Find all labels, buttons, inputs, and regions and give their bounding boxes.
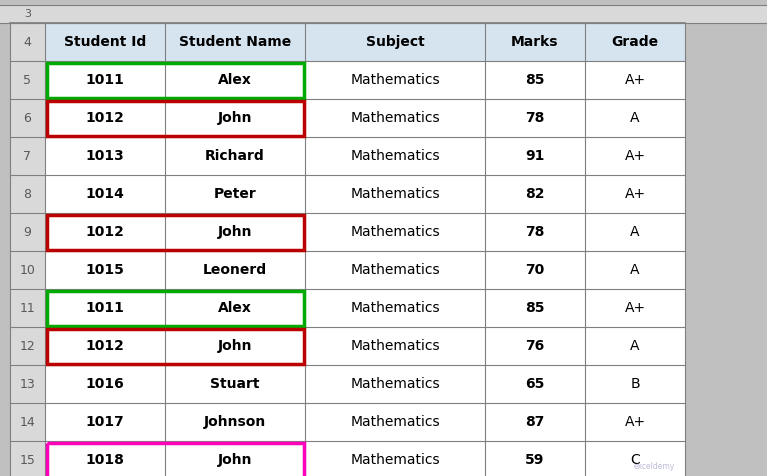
Text: Marks: Marks	[512, 35, 558, 49]
Text: 82: 82	[525, 187, 545, 201]
Text: A: A	[630, 263, 640, 277]
Text: 13: 13	[20, 377, 35, 390]
Text: 78: 78	[525, 111, 545, 125]
Text: 8: 8	[24, 188, 31, 200]
Text: 4: 4	[24, 36, 31, 49]
Text: 9: 9	[24, 226, 31, 238]
Text: 65: 65	[525, 377, 545, 391]
Text: Mathematics: Mathematics	[351, 187, 439, 201]
Text: A: A	[630, 339, 640, 353]
Text: 1013: 1013	[86, 149, 124, 163]
Text: Grade: Grade	[611, 35, 659, 49]
Text: Stuart: Stuart	[210, 377, 260, 391]
Bar	[45, 61, 685, 476]
Text: John: John	[218, 339, 252, 353]
Text: 7: 7	[24, 149, 31, 162]
Text: John: John	[218, 453, 252, 467]
Text: Mathematics: Mathematics	[351, 301, 439, 315]
Text: 1012: 1012	[86, 225, 124, 239]
Text: 14: 14	[20, 416, 35, 428]
Text: A: A	[630, 225, 640, 239]
Bar	[47, 62, 304, 98]
Text: Subject: Subject	[366, 35, 424, 49]
Text: Alex: Alex	[218, 301, 252, 315]
Text: Mathematics: Mathematics	[351, 149, 439, 163]
Text: A+: A+	[624, 73, 646, 87]
Text: 91: 91	[525, 149, 545, 163]
Bar	[47, 328, 304, 364]
Text: B: B	[630, 377, 640, 391]
Bar	[10, 23, 45, 476]
Text: 5: 5	[24, 73, 31, 87]
Text: John: John	[218, 225, 252, 239]
Text: 3: 3	[24, 9, 31, 19]
Bar	[45, 23, 685, 61]
Bar	[47, 215, 304, 249]
Text: Student Id: Student Id	[64, 35, 146, 49]
Text: Alex: Alex	[218, 73, 252, 87]
Text: 76: 76	[525, 339, 545, 353]
Text: exceldemy: exceldemy	[634, 462, 675, 471]
Text: 1016: 1016	[86, 377, 124, 391]
Text: A+: A+	[624, 187, 646, 201]
Text: 1017: 1017	[86, 415, 124, 429]
Bar	[47, 443, 304, 476]
Text: Mathematics: Mathematics	[351, 73, 439, 87]
Text: John: John	[218, 111, 252, 125]
Text: Mathematics: Mathematics	[351, 453, 439, 467]
Text: 59: 59	[525, 453, 545, 467]
Text: 1014: 1014	[86, 187, 124, 201]
Text: Mathematics: Mathematics	[351, 111, 439, 125]
Text: Mathematics: Mathematics	[351, 339, 439, 353]
Text: Mathematics: Mathematics	[351, 263, 439, 277]
Text: Student Name: Student Name	[179, 35, 291, 49]
Bar	[0, 5, 767, 23]
Text: Johnson: Johnson	[204, 415, 266, 429]
Text: 6: 6	[24, 111, 31, 125]
Text: 1015: 1015	[86, 263, 124, 277]
Text: Mathematics: Mathematics	[351, 415, 439, 429]
Bar	[47, 290, 304, 326]
Text: 15: 15	[20, 454, 35, 466]
Text: 1018: 1018	[86, 453, 124, 467]
Text: 10: 10	[20, 264, 35, 277]
Text: 78: 78	[525, 225, 545, 239]
Text: 11: 11	[20, 301, 35, 315]
Text: 1011: 1011	[86, 73, 124, 87]
Text: 85: 85	[525, 301, 545, 315]
Text: Mathematics: Mathematics	[351, 225, 439, 239]
Text: 85: 85	[525, 73, 545, 87]
Text: 70: 70	[525, 263, 545, 277]
Text: Peter: Peter	[214, 187, 256, 201]
Text: A+: A+	[624, 301, 646, 315]
Text: 1012: 1012	[86, 339, 124, 353]
Text: 1012: 1012	[86, 111, 124, 125]
Text: 12: 12	[20, 339, 35, 353]
Bar	[47, 100, 304, 136]
Text: 1011: 1011	[86, 301, 124, 315]
Text: A+: A+	[624, 149, 646, 163]
Text: Richard: Richard	[205, 149, 265, 163]
Text: Leonerd: Leonerd	[203, 263, 267, 277]
Text: A: A	[630, 111, 640, 125]
Text: Mathematics: Mathematics	[351, 377, 439, 391]
Text: C: C	[630, 453, 640, 467]
Text: A+: A+	[624, 415, 646, 429]
Text: 87: 87	[525, 415, 545, 429]
